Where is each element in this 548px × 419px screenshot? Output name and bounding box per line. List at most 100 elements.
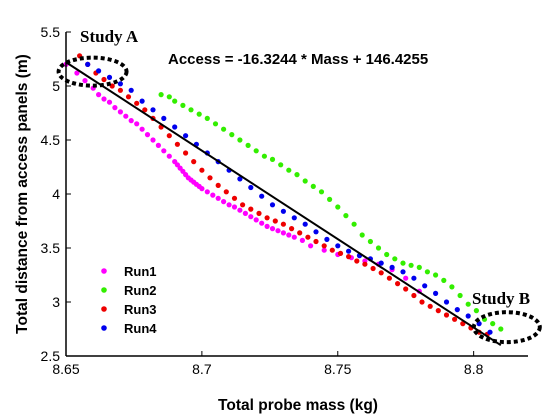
marker-run4-37 <box>487 329 493 335</box>
marker-run1-30 <box>210 192 216 198</box>
marker-run2-37 <box>457 292 463 299</box>
marker-run3-34 <box>354 258 360 264</box>
marker-run3-43 <box>427 303 433 309</box>
x-tick-label-2: 8.75 <box>324 361 351 377</box>
marker-run1-9 <box>123 113 129 119</box>
marker-run3-42 <box>419 299 425 305</box>
marker-run3-15 <box>199 167 205 173</box>
marker-run3-3 <box>101 76 107 83</box>
marker-run3-23 <box>264 215 270 221</box>
marker-run2-0 <box>158 92 164 98</box>
marker-run1-12 <box>139 126 145 132</box>
marker-run2-23 <box>343 213 349 219</box>
marker-run4-8 <box>172 124 178 130</box>
marker-run3-37 <box>378 270 384 276</box>
marker-run2-17 <box>294 172 300 178</box>
marker-run1-7 <box>112 105 118 111</box>
marker-run4-16 <box>259 193 265 199</box>
marker-run4-35 <box>465 313 471 319</box>
y-axis-label: Total distance from access panels (m) <box>14 54 31 334</box>
marker-run2-7 <box>212 121 219 127</box>
marker-run3-6 <box>125 94 132 100</box>
fit-line <box>65 61 502 347</box>
legend-label-run2: Run2 <box>124 283 157 298</box>
marker-run1-16 <box>161 148 167 154</box>
marker-run3-5 <box>117 87 123 93</box>
legend-marker-run4 <box>101 325 107 331</box>
marker-run4-15 <box>248 184 254 191</box>
study-b-ellipse <box>471 310 542 345</box>
marker-run4-32 <box>433 290 439 296</box>
marker-run2-2 <box>172 98 178 104</box>
marker-run3-28 <box>305 234 311 240</box>
marker-run2-32 <box>416 264 422 270</box>
x-tick-label-0: 8.65 <box>52 361 79 377</box>
marker-run3-14 <box>191 159 197 165</box>
marker-run2-28 <box>384 251 390 258</box>
legend-label-run1: Run1 <box>124 264 157 279</box>
legend: Run1 Run2 Run3 Run4 <box>101 264 157 336</box>
x-tick-label-1: 8.7 <box>192 361 212 377</box>
marker-run3-17 <box>215 182 221 188</box>
marker-run3-36 <box>370 265 376 272</box>
marker-run4-22 <box>324 236 330 242</box>
marker-run2-26 <box>367 238 373 245</box>
annotation-layer: Access = -16.3244 * Mass + 146.4255 Stud… <box>80 27 530 308</box>
markers-layer <box>56 53 542 347</box>
marker-run1-39 <box>259 220 265 226</box>
marker-run3-8 <box>142 107 148 113</box>
marker-run1-54 <box>403 275 409 281</box>
marker-run3-7 <box>134 100 140 106</box>
marker-run4-5 <box>139 98 145 104</box>
marker-run4-9 <box>183 133 189 139</box>
marker-run4-23 <box>335 243 341 249</box>
marker-run4-6 <box>150 107 156 113</box>
fit-equation-label: Access = -16.3244 * Mass + 146.4255 <box>168 51 428 68</box>
marker-run3-45 <box>443 312 450 318</box>
marker-run4-20 <box>302 221 308 227</box>
marker-run1-28 <box>199 186 205 192</box>
marker-run1-17 <box>166 153 172 159</box>
marker-run2-13 <box>261 153 267 159</box>
marker-run4-24 <box>346 248 352 254</box>
plot-area <box>66 32 528 356</box>
marker-run3-24 <box>272 218 278 224</box>
marker-run2-41 <box>490 321 496 327</box>
marker-run1-48 <box>321 247 327 253</box>
marker-run1-8 <box>117 109 123 115</box>
y-tick-label-3: 4 <box>52 186 60 202</box>
marker-run4-28 <box>389 264 395 270</box>
legend-marker-run1 <box>101 268 107 274</box>
marker-run2-29 <box>392 256 398 262</box>
marker-run4-2 <box>106 74 113 80</box>
marker-run4-21 <box>313 229 319 235</box>
marker-run1-15 <box>155 142 161 148</box>
marker-run1-33 <box>226 202 232 208</box>
marker-run2-9 <box>229 132 235 138</box>
marker-run2-8 <box>221 126 227 132</box>
marker-run1-34 <box>231 204 238 210</box>
marker-run2-5 <box>196 111 202 117</box>
marker-run4-7 <box>161 115 167 121</box>
marker-run2-3 <box>180 102 186 108</box>
marker-run2-30 <box>400 260 406 266</box>
marker-run2-24 <box>351 221 357 227</box>
legend-label-run4: Run4 <box>124 321 157 336</box>
marker-run3-33 <box>346 254 352 260</box>
marker-run4-27 <box>378 260 384 266</box>
marker-run1-31 <box>215 195 221 201</box>
marker-run4-18 <box>280 208 286 214</box>
marker-run3-19 <box>231 195 238 201</box>
marker-run1-6 <box>106 99 113 105</box>
marker-run1-32 <box>221 199 227 205</box>
study-a-ellipse <box>56 55 129 88</box>
marker-run4-14 <box>237 176 243 182</box>
y-tick-label-0: 2.5 <box>41 348 61 364</box>
marker-run2-1 <box>166 94 172 100</box>
marker-run3-26 <box>289 226 295 232</box>
marker-run2-10 <box>237 137 243 143</box>
marker-run4-3 <box>117 81 123 87</box>
marker-run1-35 <box>237 207 243 213</box>
marker-run2-42 <box>498 326 504 332</box>
